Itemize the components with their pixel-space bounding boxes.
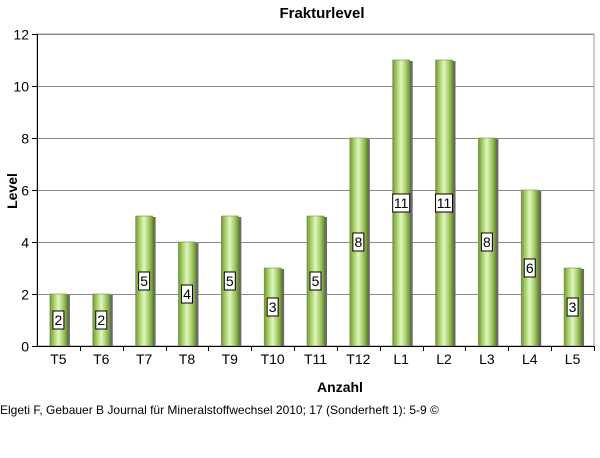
- y-tick-label: 8: [21, 131, 29, 147]
- data-label-box: [52, 310, 65, 330]
- data-label: 3: [269, 299, 277, 315]
- data-label: 5: [140, 273, 148, 289]
- x-tick-label: L1: [393, 351, 409, 367]
- y-tick-label: 10: [13, 79, 29, 95]
- gridlines: [37, 34, 594, 295]
- data-label: 6: [526, 260, 534, 276]
- data-label-box: [223, 271, 236, 291]
- y-tick-label: 4: [21, 235, 29, 251]
- data-label-box: [138, 271, 151, 291]
- chart-title: Frakturlevel: [279, 5, 364, 22]
- data-label: 2: [97, 312, 105, 328]
- data-label-box: [180, 284, 193, 304]
- data-label: 11: [394, 195, 409, 211]
- y-axis-title: Level: [4, 173, 20, 209]
- data-label: 8: [483, 234, 491, 250]
- data-label-box: [523, 258, 536, 278]
- data-label-box: [480, 232, 493, 252]
- x-tick-label: L3: [479, 351, 495, 367]
- data-label: 2: [55, 312, 63, 328]
- y-tick-label: 2: [21, 287, 29, 303]
- x-tick-label: T12: [346, 351, 370, 367]
- data-label: 8: [354, 234, 362, 250]
- data-label-box: [566, 297, 579, 317]
- y-tick-label: 0: [21, 339, 29, 355]
- x-tick-label: L4: [522, 351, 538, 367]
- data-labels: 2 2 5 4 5 3 5 8 11 11 8 6 3: [52, 193, 579, 330]
- data-label-box: [435, 193, 454, 213]
- y-tick-label: 12: [13, 27, 29, 43]
- data-label: 5: [312, 273, 320, 289]
- y-tick-label: 6: [21, 183, 29, 199]
- y-axis-ticks: 0 2 4 6 8 10 12: [13, 27, 594, 355]
- data-label: 3: [569, 299, 577, 315]
- x-tick-label: T5: [50, 351, 67, 367]
- data-label-box: [95, 310, 108, 330]
- x-tick-label: T9: [222, 351, 239, 367]
- x-axis-title: Anzahl: [317, 379, 363, 395]
- x-tick-label: T8: [179, 351, 196, 367]
- x-tick-label: T6: [93, 351, 110, 367]
- x-tick-label: T7: [136, 351, 153, 367]
- source-credit: Elgeti F, Gebauer B Journal für Minerals…: [0, 403, 439, 417]
- x-tick-label: T10: [261, 351, 285, 367]
- x-tick-label: L2: [436, 351, 452, 367]
- data-label-box: [309, 271, 322, 291]
- data-label-box: [392, 193, 411, 213]
- data-label-box: [266, 297, 279, 317]
- data-label: 11: [437, 195, 452, 211]
- x-tick-label: L5: [565, 351, 581, 367]
- data-label-box: [352, 232, 365, 252]
- x-axis-ticks: T5 T6 T7 T8 T9 T10 T11 T12 L1 L2 L3 L4 L5: [50, 346, 595, 367]
- data-label: 4: [183, 286, 191, 302]
- x-tick-label: T11: [304, 351, 327, 367]
- data-label: 5: [226, 273, 234, 289]
